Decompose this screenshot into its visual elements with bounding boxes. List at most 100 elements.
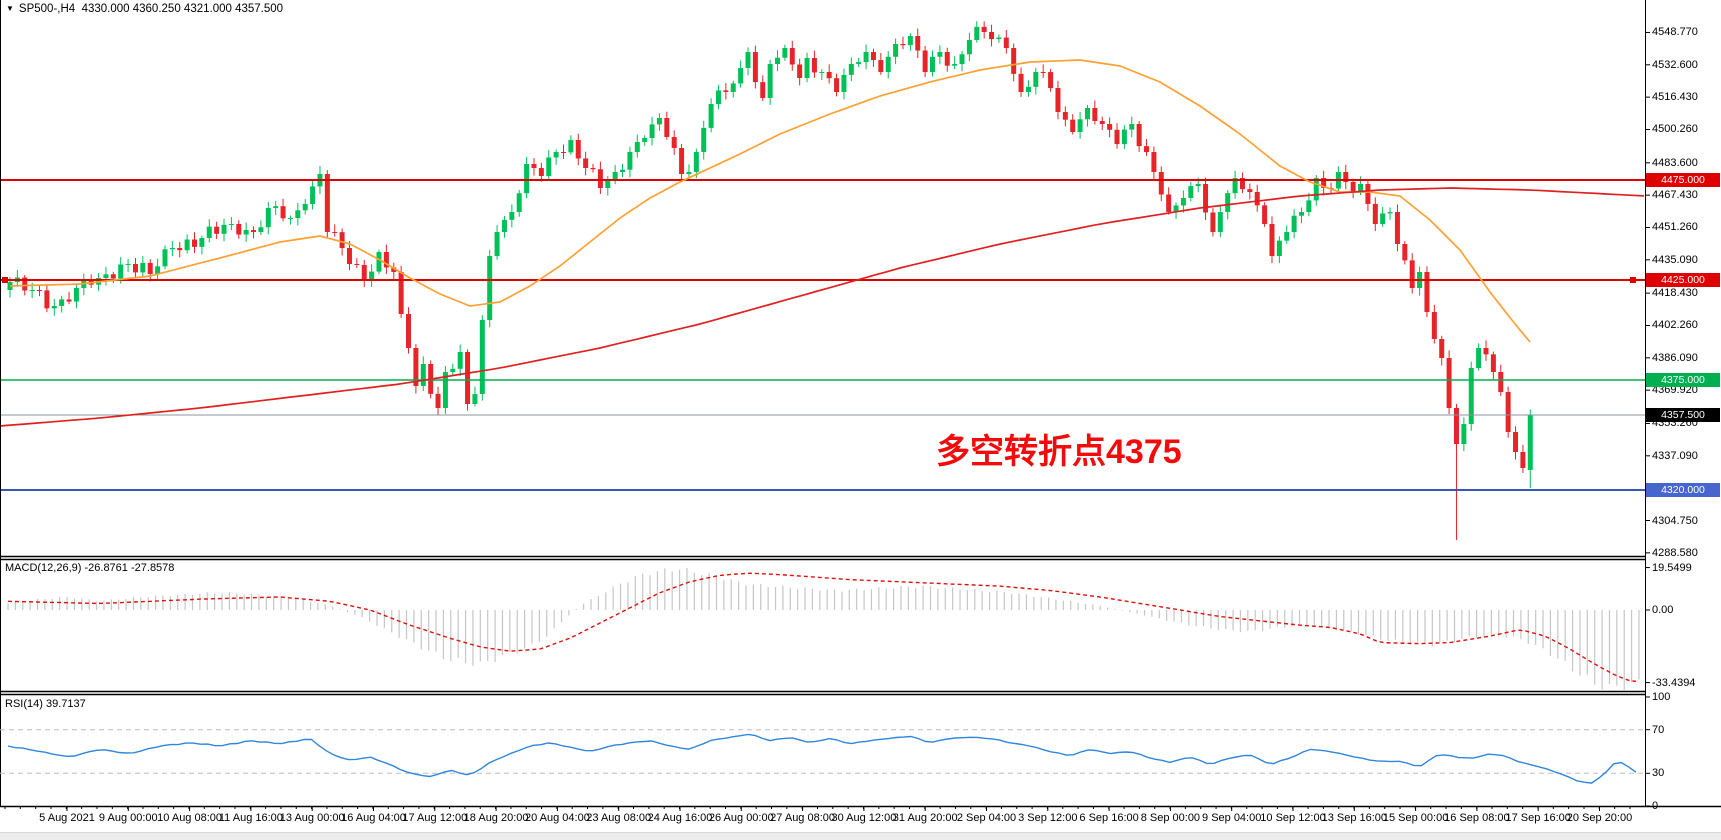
candle-body [878,60,884,72]
candle-body [1180,198,1186,206]
annotation-text[interactable]: 多空转折点4375 [936,433,1182,471]
time-tick-label[interactable]: 17 Sep 16:00 [1505,812,1571,824]
candle-body [524,164,530,194]
candle-body [494,232,500,256]
candle-body [73,288,79,302]
candle-body [1144,146,1150,152]
time-tick-label[interactable]: 3 Sep 12:00 [1018,812,1078,824]
candle-body [199,238,205,247]
time-tick-label[interactable]: 23 Aug 08:00 [586,812,652,824]
candle-body [509,212,515,220]
time-tick-label[interactable]: 24 Aug 16:00 [647,812,713,824]
candle-body [612,172,618,180]
candle-body [1505,392,1511,432]
hline-drag-marker[interactable] [2,277,8,283]
candle-body [369,271,375,280]
time-tick-label[interactable]: 18 Aug 20:00 [463,812,529,824]
candle-body [708,104,714,128]
candles-group [7,21,1533,540]
candle-body [605,179,611,188]
time-tick-label[interactable]: 15 Sep 00:00 [1382,812,1449,824]
candle-body [841,74,847,92]
candle-body [295,210,301,218]
candle-body [1520,452,1526,468]
candle-body [634,141,640,152]
candle-body [900,44,906,46]
hline-drag-marker[interactable] [1630,277,1636,283]
candle-body [457,352,463,369]
candle-body [1239,178,1245,190]
candle-body [1527,415,1533,470]
time-tick-label[interactable]: 30 Aug 12:00 [831,812,897,824]
candle-body [996,37,1002,40]
time-tick-label[interactable]: 9 Aug 00:00 [98,812,158,824]
time-tick-label[interactable]: 31 Aug 20:00 [892,812,958,824]
macd-tick-label: -33.4394 [1652,676,1696,689]
time-tick-label[interactable]: 8 Sep 00:00 [1140,812,1201,824]
macd-name: MACD(12,26,9) [5,562,82,574]
time-tick-label[interactable]: 20 Sep 20:00 [1566,812,1633,824]
time-tick-label[interactable]: 17 Aug 12:00 [402,812,468,824]
candle-body [1498,372,1504,392]
time-tick-label[interactable]: 2 Sep 04:00 [956,812,1017,824]
candle-body [302,204,308,211]
price-badge-4375.000: 4375.000 [1646,373,1720,387]
candle-body [966,40,972,55]
time-tick-label[interactable]: 10 Aug 08:00 [157,812,223,824]
time-tick-label[interactable]: 20 Aug 04:00 [524,812,590,824]
candle-body [1387,212,1393,214]
candle-body [287,218,293,219]
time-tick-label[interactable]: 11 Aug 16:00 [218,812,283,824]
price-tick-label: 4548.770 [1652,26,1698,39]
macd-indicator-label: MACD(12,26,9) -26.8761 -27.8578 [5,562,174,574]
candle-body [442,372,448,408]
candle-body [1217,212,1223,232]
time-tick-label[interactable]: 27 Aug 08:00 [770,812,836,824]
rsi-value: 39.7137 [45,698,86,710]
candle-body [952,64,958,66]
candle-body [1166,194,1172,212]
macd-tick-label: 0.00 [1652,604,1674,616]
open-value: 4330.000 [81,3,130,15]
candle-body [1291,215,1297,232]
time-tick-label[interactable]: 5 Aug 2021 [39,812,95,824]
time-tick-label[interactable]: 26 Aug 00:00 [708,812,774,824]
candle-body [1394,212,1400,244]
candle-body [110,274,116,279]
price-tick-label: 4337.090 [1652,449,1698,462]
candle-body [775,57,781,64]
low-value: 4321.000 [183,3,232,15]
candle-body [59,299,65,306]
candle-body [1262,205,1268,224]
price-tick-label: 4467.430 [1652,189,1698,202]
candle-body [561,152,566,153]
candle-body [553,152,559,158]
candle-body [627,152,633,170]
time-tick-label[interactable]: 9 Sep 04:00 [1202,812,1262,824]
price-badge-4357.500: 4357.500 [1646,408,1720,422]
macd-signal-value: -27.8578 [130,562,175,574]
time-tick-label[interactable]: 13 Aug 00:00 [279,812,345,824]
time-tick-label[interactable]: 13 Sep 16:00 [1321,812,1388,824]
candle-body [1306,200,1312,212]
candle-body [479,320,485,394]
time-tick-label[interactable]: 16 Sep 08:00 [1444,812,1510,824]
candle-body [184,239,190,251]
candle-body [29,290,35,291]
rsi-tick-label: 100 [1652,691,1671,703]
candle-body [974,26,980,40]
time-tick-label[interactable]: 10 Sep 12:00 [1260,812,1326,824]
time-tick-label[interactable]: 16 Aug 04:00 [341,812,406,824]
candle-body [162,249,168,267]
candle-body [686,171,692,174]
candle-body [752,52,758,83]
candle-body [251,230,257,232]
candle-body [147,262,153,274]
candle-body [1011,48,1017,74]
candle-body [332,232,338,233]
candle-body [339,232,345,248]
chevron-down-icon[interactable]: ▼ [6,4,14,13]
time-tick-label[interactable]: 6 Sep 16:00 [1079,812,1139,824]
